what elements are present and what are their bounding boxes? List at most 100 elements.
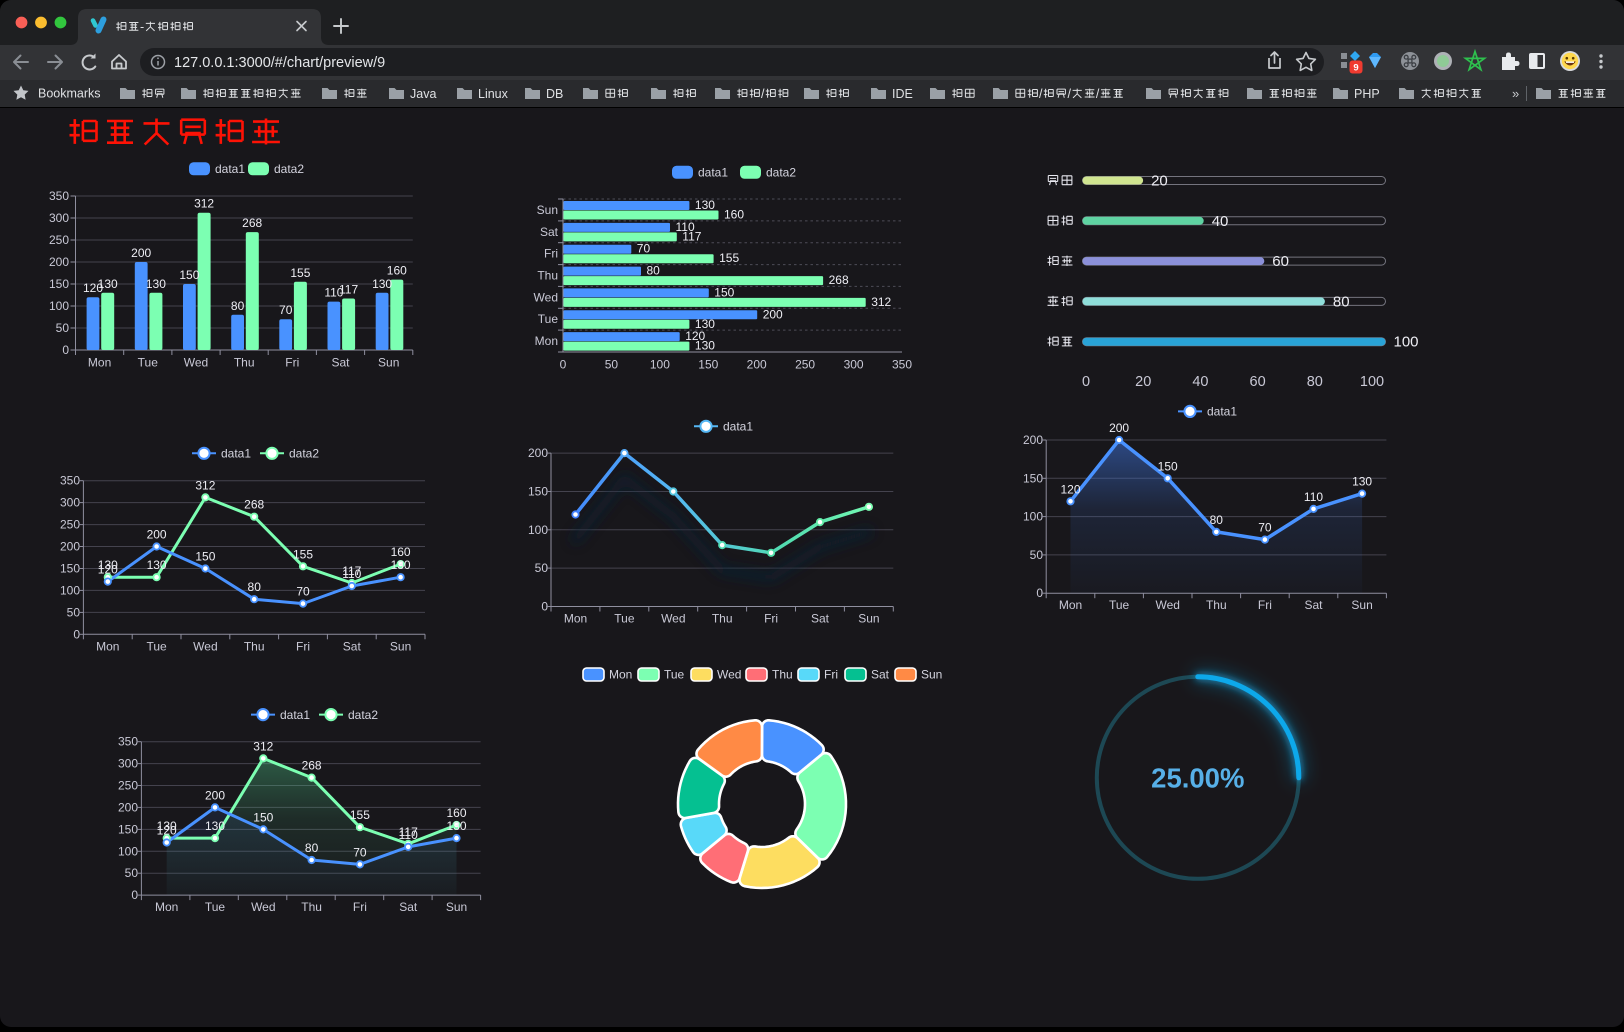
svg-text:200: 200	[528, 446, 548, 460]
svg-text:Thu: Thu	[1206, 598, 1227, 612]
svg-text:200: 200	[1023, 433, 1043, 447]
svg-text:110: 110	[676, 220, 695, 234]
svg-text:Tue: Tue	[664, 668, 685, 682]
svg-text:Thu: Thu	[301, 900, 322, 914]
svg-text:312: 312	[871, 295, 891, 309]
svg-text:50: 50	[1030, 548, 1044, 562]
svg-text:»: »	[1512, 86, 1519, 101]
svg-text:80: 80	[1210, 513, 1224, 527]
svg-text:120: 120	[98, 563, 118, 577]
svg-text:150: 150	[1023, 471, 1043, 485]
svg-text:Sun: Sun	[858, 612, 879, 626]
svg-text:150: 150	[1158, 459, 1178, 473]
svg-text:80: 80	[231, 299, 245, 313]
svg-text:Bookmarks: Bookmarks	[38, 87, 101, 101]
svg-text:70: 70	[279, 303, 293, 317]
svg-text:200: 200	[131, 246, 151, 260]
svg-text:120: 120	[685, 329, 705, 343]
svg-text:120: 120	[83, 281, 103, 295]
svg-text:80: 80	[1333, 293, 1350, 310]
svg-text:data1: data1	[1207, 405, 1237, 419]
svg-text:Mon: Mon	[609, 668, 632, 682]
svg-text:130: 130	[205, 819, 225, 833]
svg-text:Thu: Thu	[537, 269, 558, 283]
svg-text:data1: data1	[280, 708, 310, 722]
svg-text:9: 9	[1353, 63, 1358, 74]
svg-text:100: 100	[1394, 334, 1419, 351]
svg-text:0: 0	[1036, 586, 1043, 600]
svg-text:155: 155	[293, 547, 313, 561]
svg-text:155: 155	[719, 251, 739, 265]
svg-text:268: 268	[302, 759, 322, 773]
svg-text:Java: Java	[410, 87, 436, 101]
svg-text:150: 150	[698, 358, 718, 372]
svg-text:268: 268	[244, 498, 264, 512]
svg-text:350: 350	[118, 735, 138, 749]
svg-text:0: 0	[560, 358, 567, 372]
svg-text:50: 50	[605, 358, 619, 372]
svg-text:117: 117	[339, 283, 358, 297]
svg-text:130: 130	[1352, 475, 1372, 489]
svg-text:250: 250	[49, 233, 69, 247]
svg-text:Sat: Sat	[331, 356, 350, 370]
svg-text:200: 200	[49, 255, 69, 269]
svg-text:160: 160	[446, 806, 466, 820]
svg-text:50: 50	[125, 866, 139, 880]
svg-text:/: /	[761, 87, 765, 101]
svg-text:150: 150	[60, 562, 80, 576]
svg-text:300: 300	[60, 496, 80, 510]
svg-text:250: 250	[795, 358, 815, 372]
svg-text:110: 110	[399, 828, 418, 842]
svg-text:80: 80	[248, 580, 262, 594]
svg-text:Sat: Sat	[871, 668, 890, 682]
svg-text:60: 60	[1250, 374, 1266, 390]
svg-text:130: 130	[157, 819, 177, 833]
svg-text:117: 117	[682, 229, 701, 243]
svg-text:Wed: Wed	[1155, 598, 1179, 612]
svg-text:Mon: Mon	[88, 356, 111, 370]
svg-text:80: 80	[305, 841, 319, 855]
svg-text:Wed: Wed	[251, 900, 275, 914]
svg-text:Mon: Mon	[96, 639, 119, 653]
svg-text:200: 200	[60, 540, 80, 554]
svg-text:data2: data2	[289, 447, 319, 461]
svg-text:268: 268	[242, 216, 262, 230]
svg-text:data2: data2	[274, 162, 304, 176]
svg-text:300: 300	[49, 211, 69, 225]
svg-text:117: 117	[342, 564, 361, 578]
svg-text:60: 60	[1272, 253, 1289, 270]
svg-text:Sun: Sun	[446, 900, 467, 914]
svg-text:200: 200	[118, 800, 138, 814]
svg-text:130: 130	[372, 277, 392, 291]
svg-text:110: 110	[342, 567, 361, 581]
svg-text:150: 150	[179, 268, 199, 282]
svg-text:data2: data2	[348, 708, 378, 722]
svg-text:130: 130	[98, 277, 118, 291]
svg-text:150: 150	[253, 810, 273, 824]
svg-text:150: 150	[528, 485, 548, 499]
svg-text:Tue: Tue	[538, 312, 559, 326]
svg-text:data1: data1	[723, 420, 753, 434]
svg-text:200: 200	[763, 307, 783, 321]
svg-text:312: 312	[195, 478, 215, 492]
svg-text:40: 40	[1212, 213, 1229, 230]
svg-text:300: 300	[844, 358, 864, 372]
svg-text:200: 200	[205, 788, 225, 802]
svg-text:150: 150	[714, 285, 734, 299]
svg-text:Tue: Tue	[1109, 598, 1130, 612]
svg-text:110: 110	[324, 286, 343, 300]
svg-text:DB: DB	[546, 87, 563, 101]
svg-text:160: 160	[391, 545, 411, 559]
svg-text:350: 350	[60, 474, 80, 488]
svg-text:20: 20	[1151, 173, 1168, 190]
svg-text:Fri: Fri	[544, 247, 558, 261]
svg-text:Sat: Sat	[343, 639, 362, 653]
svg-text:160: 160	[724, 208, 744, 222]
svg-text:Sun: Sun	[378, 356, 399, 370]
svg-text:150: 150	[49, 277, 69, 291]
svg-text:70: 70	[353, 845, 367, 859]
svg-text:Sun: Sun	[921, 668, 942, 682]
svg-text:80: 80	[1307, 374, 1323, 390]
svg-text:350: 350	[49, 189, 69, 203]
svg-text:PHP: PHP	[1354, 87, 1380, 101]
